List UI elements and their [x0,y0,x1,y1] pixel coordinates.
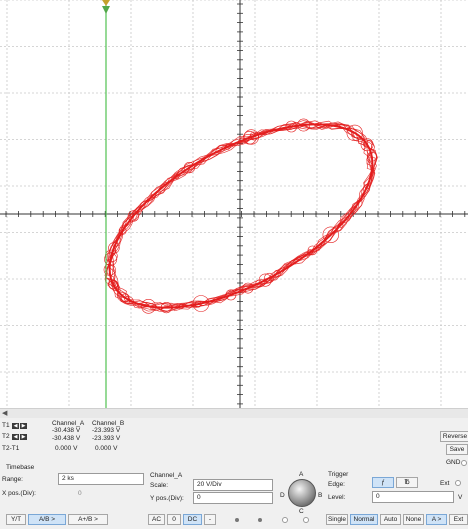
trace-curl [360,138,374,151]
lissajous-trace [103,118,378,314]
t1-left-arrow-icon[interactable]: ◀ [12,423,19,429]
mode-apb-button[interactable]: A+/B > [68,514,108,525]
channel-a-zero-button[interactable]: 0 [167,514,181,525]
diff-channel-b-value: 0.000 V [95,445,118,452]
trace-loop [106,123,376,308]
trigger-edge-label: Edge: [328,481,345,488]
t2-channel-a-value: -30.438 V [52,435,81,442]
trace-curl [120,293,129,302]
oscilloscope-screen: ◀ [0,0,468,419]
trace-loop [104,120,376,311]
knob-label-c: C [299,508,304,515]
t2-left-arrow-icon[interactable]: ◀ [12,434,19,440]
gnd-radio[interactable] [461,460,467,466]
cursor-t1-handle[interactable] [102,6,110,14]
timebase-scale-field[interactable]: 2 ks [58,473,144,485]
trace-curl [225,289,237,301]
trace-curl [118,226,127,235]
trace-curl [124,296,130,302]
trace-curl [127,210,139,222]
channel-a-scale-field[interactable]: 20 V/Div [193,479,273,491]
trigger-falling-edge-button[interactable]: ℔ [396,477,418,488]
trace-curl [258,273,272,287]
channel-a-ypos-field[interactable]: 0 [193,492,273,504]
trace-curl [108,242,120,254]
mode-yt-button[interactable]: Y/T [6,514,26,525]
channel-a-ypos-label: Y pos.(Div): [150,495,184,502]
trigger-auto-button[interactable]: Auto [380,514,401,525]
trace-curl [105,249,118,263]
knob-label-b: B [318,492,323,499]
diff-channel-a-value: 0.000 V [55,445,78,452]
horizontal-scrollbar[interactable]: ◀ [0,408,468,419]
knob-label-d: D [280,492,285,499]
trace-curl [224,143,231,150]
trace-curl [173,173,180,180]
trace-curl [249,131,259,141]
t2-channel-b-value: -23.393 V [92,435,121,442]
grid [0,0,468,408]
trigger-ext-label: Ext [440,480,450,487]
trigger-none-button[interactable]: None [403,514,424,525]
t2-right-arrow-icon[interactable]: ▶ [20,434,27,440]
trace-curl [307,249,313,256]
trigger-normal-button[interactable]: Normal [350,514,378,525]
channel-selector-knob[interactable] [288,479,316,507]
t2t1-label: T2-T1 [2,445,20,452]
channel-a-minus-button[interactable]: - [204,514,216,525]
center-axes [0,0,468,408]
terminal-a-plus-icon [235,518,239,522]
timebase-scale-label: Range: [2,476,23,483]
terminal-b-radio[interactable] [282,517,288,523]
terminal-a-minus-icon [258,518,262,522]
channel-a-title: Channel_A [150,472,183,479]
trace-curl [243,129,259,145]
cursor-readout: T1 ◀ ▶ T2 ◀ ▶ T2-T1 Channel_A Channel_B … [0,420,175,460]
trace-main-curve [108,123,374,309]
trigger-level-field[interactable]: 0 [372,491,454,503]
channel-a-dc-button[interactable]: DC [183,514,202,525]
terminal-ext-radio[interactable] [303,517,309,523]
knob-label-a: A [299,471,304,478]
cursor-t1-handle-top [102,0,110,6]
t1-right-arrow-icon[interactable]: ▶ [20,423,27,429]
trace-curl [346,124,363,141]
trace-curl [264,272,275,284]
control-panel: T1 ◀ ▶ T2 ◀ ▶ T2-T1 Channel_A Channel_B … [0,418,468,529]
t2-label: T2 [2,433,10,440]
gnd-label: GND [446,459,461,466]
trigger-a-button[interactable]: A > [426,514,447,525]
channel-a-scale-label: Scale: [150,482,169,489]
scope-display [0,0,468,418]
trigger-ext-button[interactable]: Ext [449,514,468,525]
trigger-level-label: Level: [328,494,346,501]
mode-ab-button[interactable]: A/B > [28,514,66,525]
trace-loop [104,120,377,312]
trace-curl [183,162,195,174]
scroll-left-icon[interactable]: ◀ [2,410,8,417]
trace-curl [108,280,118,290]
trigger-rising-edge-button[interactable]: ƒ [372,477,394,488]
channel-a-header: Channel_A [52,420,85,427]
trace-curl [338,222,344,228]
save-button[interactable]: Save [446,444,468,455]
trace-curl [242,282,254,294]
t1-channel-a-value: -30.438 V [52,427,81,434]
trigger-single-button[interactable]: Single [326,514,348,525]
trace-curl [322,226,339,244]
t1-label: T1 [2,422,10,429]
channel-b-header: Channel_B [92,420,125,427]
trigger-ext-radio[interactable] [455,480,461,486]
trace-curl [273,269,282,278]
channel-a-ac-button[interactable]: AC [148,514,165,525]
trigger-title: Trigger [328,471,349,478]
reverse-button[interactable]: Reverse [440,431,468,442]
timebase-xpos-label: X pos.(Div): [2,490,36,497]
timebase-xpos-value[interactable]: 0 [78,490,82,497]
timebase-title: Timebase [6,464,35,471]
trace-curl [192,295,210,312]
trigger-level-unit: V [458,494,463,501]
t1-channel-b-value: -23.393 V [92,427,121,434]
trace-loop [111,120,377,310]
